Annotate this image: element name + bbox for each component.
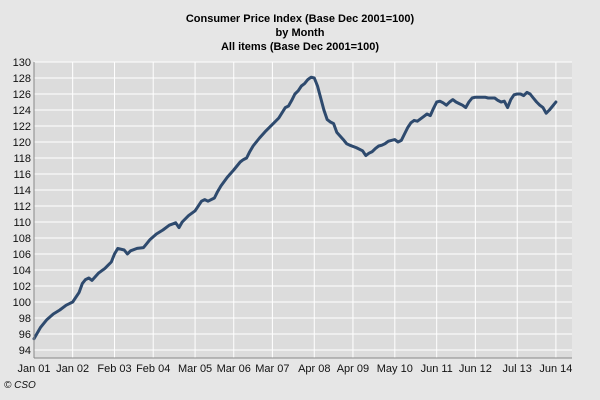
- y-tick-label: 94: [19, 345, 31, 357]
- x-tick-label: Mar 06: [217, 363, 251, 375]
- y-tick-label: 114: [13, 185, 31, 197]
- y-tick-label: 126: [13, 89, 31, 101]
- x-tick-label: Feb 03: [97, 363, 131, 375]
- y-tick-label: 120: [13, 137, 31, 149]
- chart-title: Consumer Price Index (Base Dec 2001=100): [185, 13, 415, 25]
- y-tick-label: 116: [13, 169, 31, 181]
- y-tick-label: 102: [13, 281, 31, 293]
- copyright-text: © CSO: [4, 380, 36, 391]
- y-axis-labels: 94 96 98 100 102 104 106 108 110 112 114 116 118 120 1…: [13, 57, 31, 357]
- y-tick-label: 124: [13, 105, 31, 117]
- series-line-all-items: [32, 75, 558, 341]
- x-tick-label: Feb 04: [136, 363, 170, 375]
- x-tick-label: Jul 13: [503, 363, 532, 375]
- y-tick-label: 122: [13, 121, 31, 133]
- x-tick-label: Jun 14: [539, 363, 572, 375]
- x-tick-label: Mar 05: [178, 363, 212, 375]
- y-tick-label: 98: [19, 313, 31, 325]
- chart-subtitle-2: All items (Base Dec 2001=100): [220, 41, 380, 53]
- plot-area: [34, 62, 572, 358]
- x-tick-label: May 10: [377, 363, 413, 375]
- x-tick-label: Mar 07: [255, 363, 289, 375]
- y-tick-label: 118: [13, 153, 31, 165]
- y-tick-label: 128: [13, 73, 31, 85]
- x-tick-label: Jun 12: [459, 363, 492, 375]
- x-tick-label: Jan 01: [17, 363, 50, 375]
- chart-subtitle: by Month: [275, 27, 325, 39]
- y-tick-label: 96: [19, 329, 31, 341]
- x-axis-labels: Jan 01 Jan 02 Feb 03 Feb 04 Mar 05 Mar 06 Mar …: [17, 363, 572, 375]
- x-tick-label: Jun 11: [421, 363, 453, 375]
- y-tick-label: 100: [13, 297, 31, 309]
- y-tick-label: 110: [13, 217, 31, 229]
- y-tick-label: 104: [13, 265, 31, 277]
- y-tick-label: 112: [13, 201, 31, 213]
- y-tick-label: 130: [13, 57, 31, 69]
- chart-title-block: Consumer Price Index (Base Dec 2001=100)…: [0, 12, 600, 54]
- x-tick-label: Apr 09: [337, 363, 369, 375]
- x-tick-label: Jan 02: [56, 363, 89, 375]
- x-tick-label: Apr 08: [298, 363, 330, 375]
- y-tick-label: 106: [13, 249, 31, 261]
- grid-y: [34, 61, 572, 351]
- y-tick-label: 108: [13, 233, 31, 245]
